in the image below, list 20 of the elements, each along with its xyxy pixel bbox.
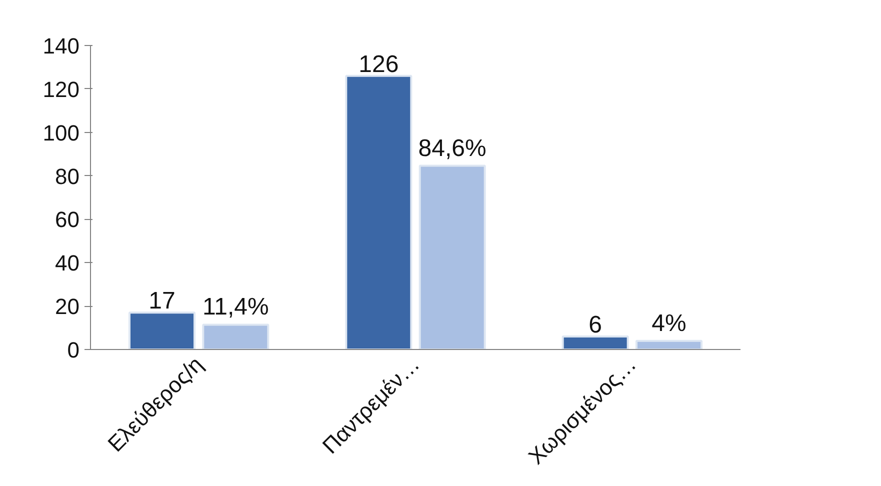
data-label: 11,4% xyxy=(202,294,269,321)
data-label: 84,6% xyxy=(418,134,486,162)
y-tick-label: 120 xyxy=(42,76,80,102)
data-label: 17 xyxy=(148,288,176,315)
bar xyxy=(636,340,702,350)
bar xyxy=(202,324,270,350)
y-tick-label: 20 xyxy=(55,294,80,320)
y-tick-label: 100 xyxy=(42,120,80,146)
data-label: 4% xyxy=(652,310,686,337)
bar xyxy=(128,312,196,350)
y-tick-label: 140 xyxy=(42,34,80,58)
bar xyxy=(418,164,486,350)
bar xyxy=(562,335,629,350)
y-tick-label: 80 xyxy=(55,164,80,189)
y-tick-label: 40 xyxy=(55,250,80,276)
bar xyxy=(345,74,412,350)
y-tick-label: 60 xyxy=(55,207,80,232)
data-label: 126 xyxy=(358,50,399,78)
y-tick-label: 0 xyxy=(67,338,80,362)
data-label: 6 xyxy=(588,311,602,338)
